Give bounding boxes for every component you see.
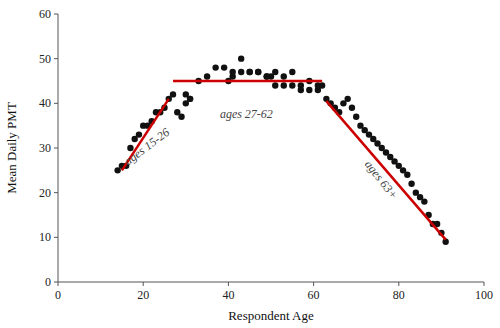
- scatter-point: [306, 87, 312, 93]
- scatter-point: [136, 131, 142, 137]
- scatter-point: [247, 69, 253, 75]
- scatter-point: [272, 82, 278, 88]
- y-tick: [54, 282, 58, 283]
- scatter-point: [238, 69, 244, 75]
- x-tick: [143, 282, 144, 286]
- scatter-point: [408, 181, 414, 187]
- y-tick-label: 40: [39, 96, 51, 110]
- y-tick-label: 30: [39, 141, 51, 155]
- scatter-point: [212, 64, 218, 70]
- scatter-point: [170, 91, 176, 97]
- y-tick: [54, 192, 58, 193]
- scatter-point: [255, 69, 261, 75]
- y-tick: [54, 103, 58, 104]
- scatter-point: [204, 73, 210, 79]
- x-tick-label: 100: [475, 288, 493, 302]
- x-tick-label: 80: [393, 288, 405, 302]
- scatter-point: [289, 82, 295, 88]
- y-tick-label: 10: [39, 230, 51, 244]
- scatter-point: [247, 69, 253, 75]
- x-tick: [484, 282, 485, 286]
- scatter-point: [289, 69, 295, 75]
- scatter-point: [349, 105, 355, 111]
- y-tick: [54, 58, 58, 59]
- x-tick-label: 60: [308, 288, 320, 302]
- scatter-point: [187, 96, 193, 102]
- x-axis-label: Respondent Age: [228, 308, 314, 323]
- y-tick-label: 60: [39, 7, 51, 21]
- annotation: ages 15-26: [121, 125, 172, 168]
- scatter-point: [221, 64, 227, 70]
- scatter-point: [421, 198, 427, 204]
- scatter-point: [319, 82, 325, 88]
- annotation: ages 63+: [362, 157, 401, 201]
- y-tick-label: 20: [39, 186, 51, 200]
- chart: 0 20 40 60 80 100 0 10 20 30 40 50 60 Respondent Age M…: [0, 0, 500, 328]
- y-tick-label: 0: [45, 275, 51, 289]
- scatter-point: [298, 82, 304, 88]
- y-tick: [54, 237, 58, 238]
- scatter-point: [404, 172, 410, 178]
- x-tick-label: 40: [222, 288, 234, 302]
- scatter-point: [281, 82, 287, 88]
- y-axis-label: Mean Daily PMT: [4, 102, 19, 194]
- x-tick: [313, 282, 314, 286]
- plot-area: [114, 55, 448, 245]
- scatter-point: [272, 69, 278, 75]
- x-tick-label: 0: [55, 288, 61, 302]
- annotation: ages 27-62: [220, 107, 273, 121]
- y-tick: [54, 148, 58, 149]
- scatter-point: [344, 96, 350, 102]
- x-tick-label: 20: [137, 288, 149, 302]
- x-tick: [58, 282, 59, 286]
- scatter-point: [353, 114, 359, 120]
- scatter-point: [229, 69, 235, 75]
- trend-line: [326, 101, 445, 239]
- scatter-point: [255, 69, 261, 75]
- x-axis-line: [58, 282, 484, 283]
- x-tick: [228, 282, 229, 286]
- y-tick-label: 50: [39, 52, 51, 66]
- scatter-point: [178, 114, 184, 120]
- x-tick: [398, 282, 399, 286]
- scatter-point: [281, 73, 287, 79]
- axes: 0 20 40 60 80 100 0 10 20 30 40 50 60: [39, 7, 493, 302]
- y-tick: [54, 14, 58, 15]
- scatter-point: [187, 96, 193, 102]
- scatter-point: [238, 55, 244, 61]
- trend-line: [173, 80, 322, 83]
